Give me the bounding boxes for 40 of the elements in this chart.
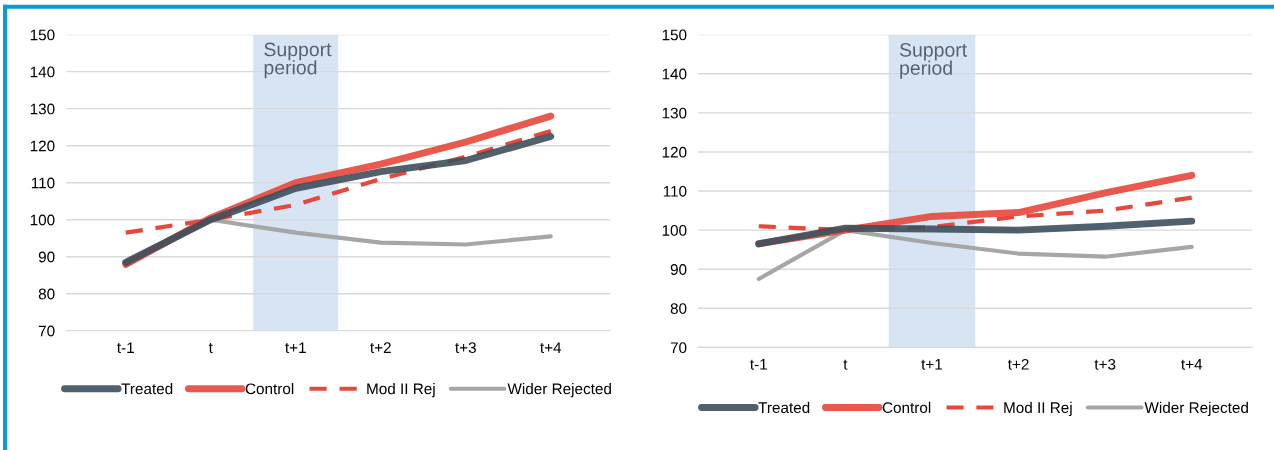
y-tick-label: 120 bbox=[30, 140, 55, 152]
x-tick-label: t bbox=[843, 359, 848, 370]
x-tick-label: t+3 bbox=[455, 342, 476, 354]
y-tick-label: 110 bbox=[31, 177, 55, 189]
x-tick-label: t bbox=[208, 343, 213, 354]
y-tick-label: 90 bbox=[670, 264, 687, 275]
y-tick-label: 80 bbox=[38, 288, 55, 300]
legend-label: Treated bbox=[121, 382, 173, 395]
y-tick-label: 110 bbox=[663, 185, 687, 197]
y-tick-label: 70 bbox=[670, 342, 687, 354]
band-label: Support period bbox=[899, 42, 968, 79]
x-tick-label: t+2 bbox=[1007, 358, 1029, 370]
y-tick-label: 100 bbox=[30, 214, 55, 226]
y-tick-label: 140 bbox=[662, 68, 687, 80]
x-tick-label: t+3 bbox=[1094, 358, 1116, 370]
x-tick-label: t+4 bbox=[1181, 359, 1203, 370]
legend-label: Mod II Rej bbox=[367, 382, 435, 398]
legend-label: Wider Rejected bbox=[1144, 401, 1248, 417]
x-tick-label: t+1 bbox=[921, 359, 943, 370]
x-tick-label: t-1 bbox=[117, 342, 134, 354]
x-tick-label: t+2 bbox=[370, 342, 391, 354]
legend-label: Wider Rejected bbox=[507, 382, 611, 398]
y-tick-label: 70 bbox=[38, 325, 55, 337]
y-tick-label: 150 bbox=[30, 29, 55, 41]
x-tick-label: t+4 bbox=[540, 342, 562, 354]
x-tick-label: t-1 bbox=[750, 359, 767, 370]
y-tick-label: 80 bbox=[670, 303, 687, 314]
y-tick-label: 130 bbox=[662, 107, 687, 119]
y-tick-label: 130 bbox=[30, 103, 55, 115]
legend-label: Mod II Rej bbox=[1004, 401, 1072, 417]
y-tick-label: 150 bbox=[662, 29, 687, 41]
legend-label: Treated bbox=[758, 401, 810, 414]
y-tick-label: 140 bbox=[30, 66, 55, 78]
band-label: Support period bbox=[264, 42, 332, 79]
y-tick-label: 120 bbox=[662, 146, 687, 158]
legend-label: Control bbox=[882, 401, 931, 414]
legend-label: Control bbox=[245, 382, 294, 395]
y-tick-label: 100 bbox=[662, 224, 687, 236]
x-tick-label: t+1 bbox=[285, 342, 306, 354]
y-tick-label: 90 bbox=[38, 251, 55, 263]
